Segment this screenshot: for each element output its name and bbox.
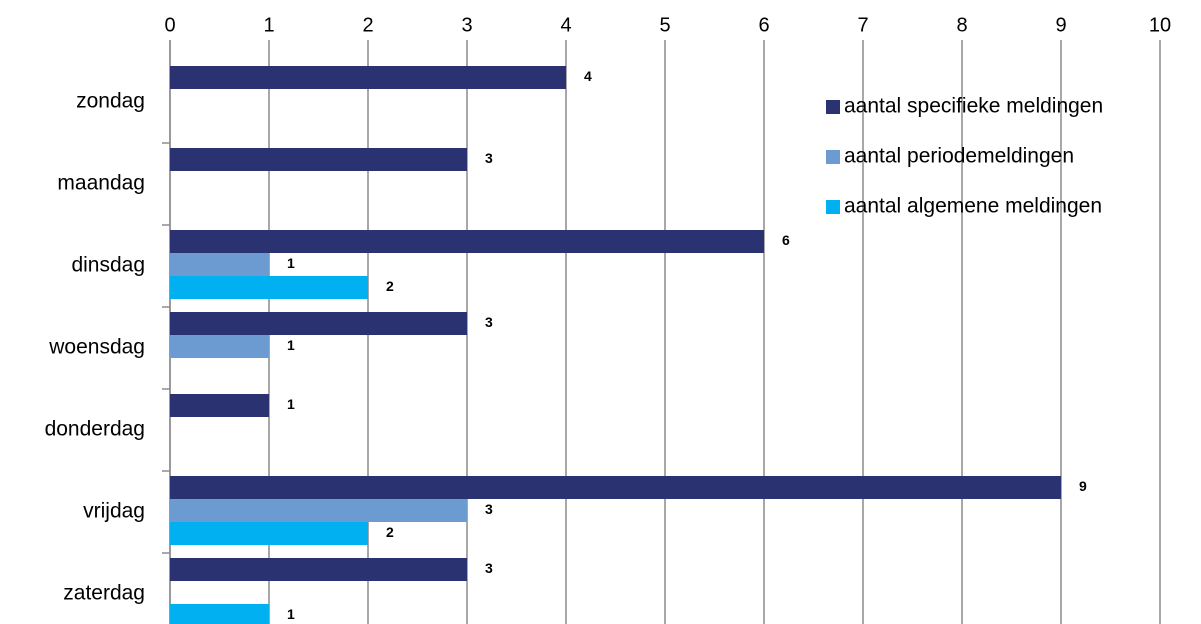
value-label: 1 [287,396,295,412]
y-tick-label: zaterdag [63,582,145,605]
legend-label: aantal periodemeldingen [844,145,1074,168]
bar [170,312,467,335]
x-tick-label: 9 [1055,14,1066,36]
value-label: 3 [485,560,493,576]
x-tick-label: 7 [857,14,868,36]
bar [170,66,566,89]
y-tick-label: vrijdag [83,500,145,523]
value-label: 4 [584,68,592,84]
bar [170,604,269,624]
value-label: 2 [386,524,394,540]
bar [170,522,368,545]
bar [170,499,467,522]
legend-swatch [826,150,840,164]
value-label: 6 [782,232,790,248]
bar [170,148,467,171]
x-tick-label: 10 [1149,14,1171,36]
y-tick-label: woensdag [48,336,145,359]
value-label: 1 [287,606,295,622]
x-tick-label: 5 [659,14,670,36]
y-tick-label: maandag [57,172,145,195]
legend-label: aantal algemene meldingen [844,195,1102,218]
legend-label: aantal specifieke meldingen [844,95,1103,118]
y-tick-label: zondag [76,90,145,113]
legend-swatch [826,200,840,214]
value-label: 3 [485,314,493,330]
x-tick-label: 8 [956,14,967,36]
y-tick-label: donderdag [45,418,145,441]
bar [170,394,269,417]
x-tick-label: 1 [263,14,274,36]
bar [170,230,764,253]
value-label: 1 [287,337,295,353]
value-label: 9 [1079,478,1087,494]
value-label: 1 [287,255,295,271]
bar [170,253,269,276]
legend-swatch [826,100,840,114]
x-tick-label: 4 [560,14,571,36]
x-tick-label: 0 [164,14,175,36]
bar [170,276,368,299]
x-tick-label: 6 [758,14,769,36]
value-label: 2 [386,278,394,294]
value-label: 3 [485,501,493,517]
value-label: 3 [485,150,493,166]
x-tick-label: 2 [362,14,373,36]
y-tick-label: dinsdag [71,254,145,277]
bar [170,558,467,581]
x-tick-label: 3 [461,14,472,36]
bar [170,335,269,358]
bar [170,476,1061,499]
